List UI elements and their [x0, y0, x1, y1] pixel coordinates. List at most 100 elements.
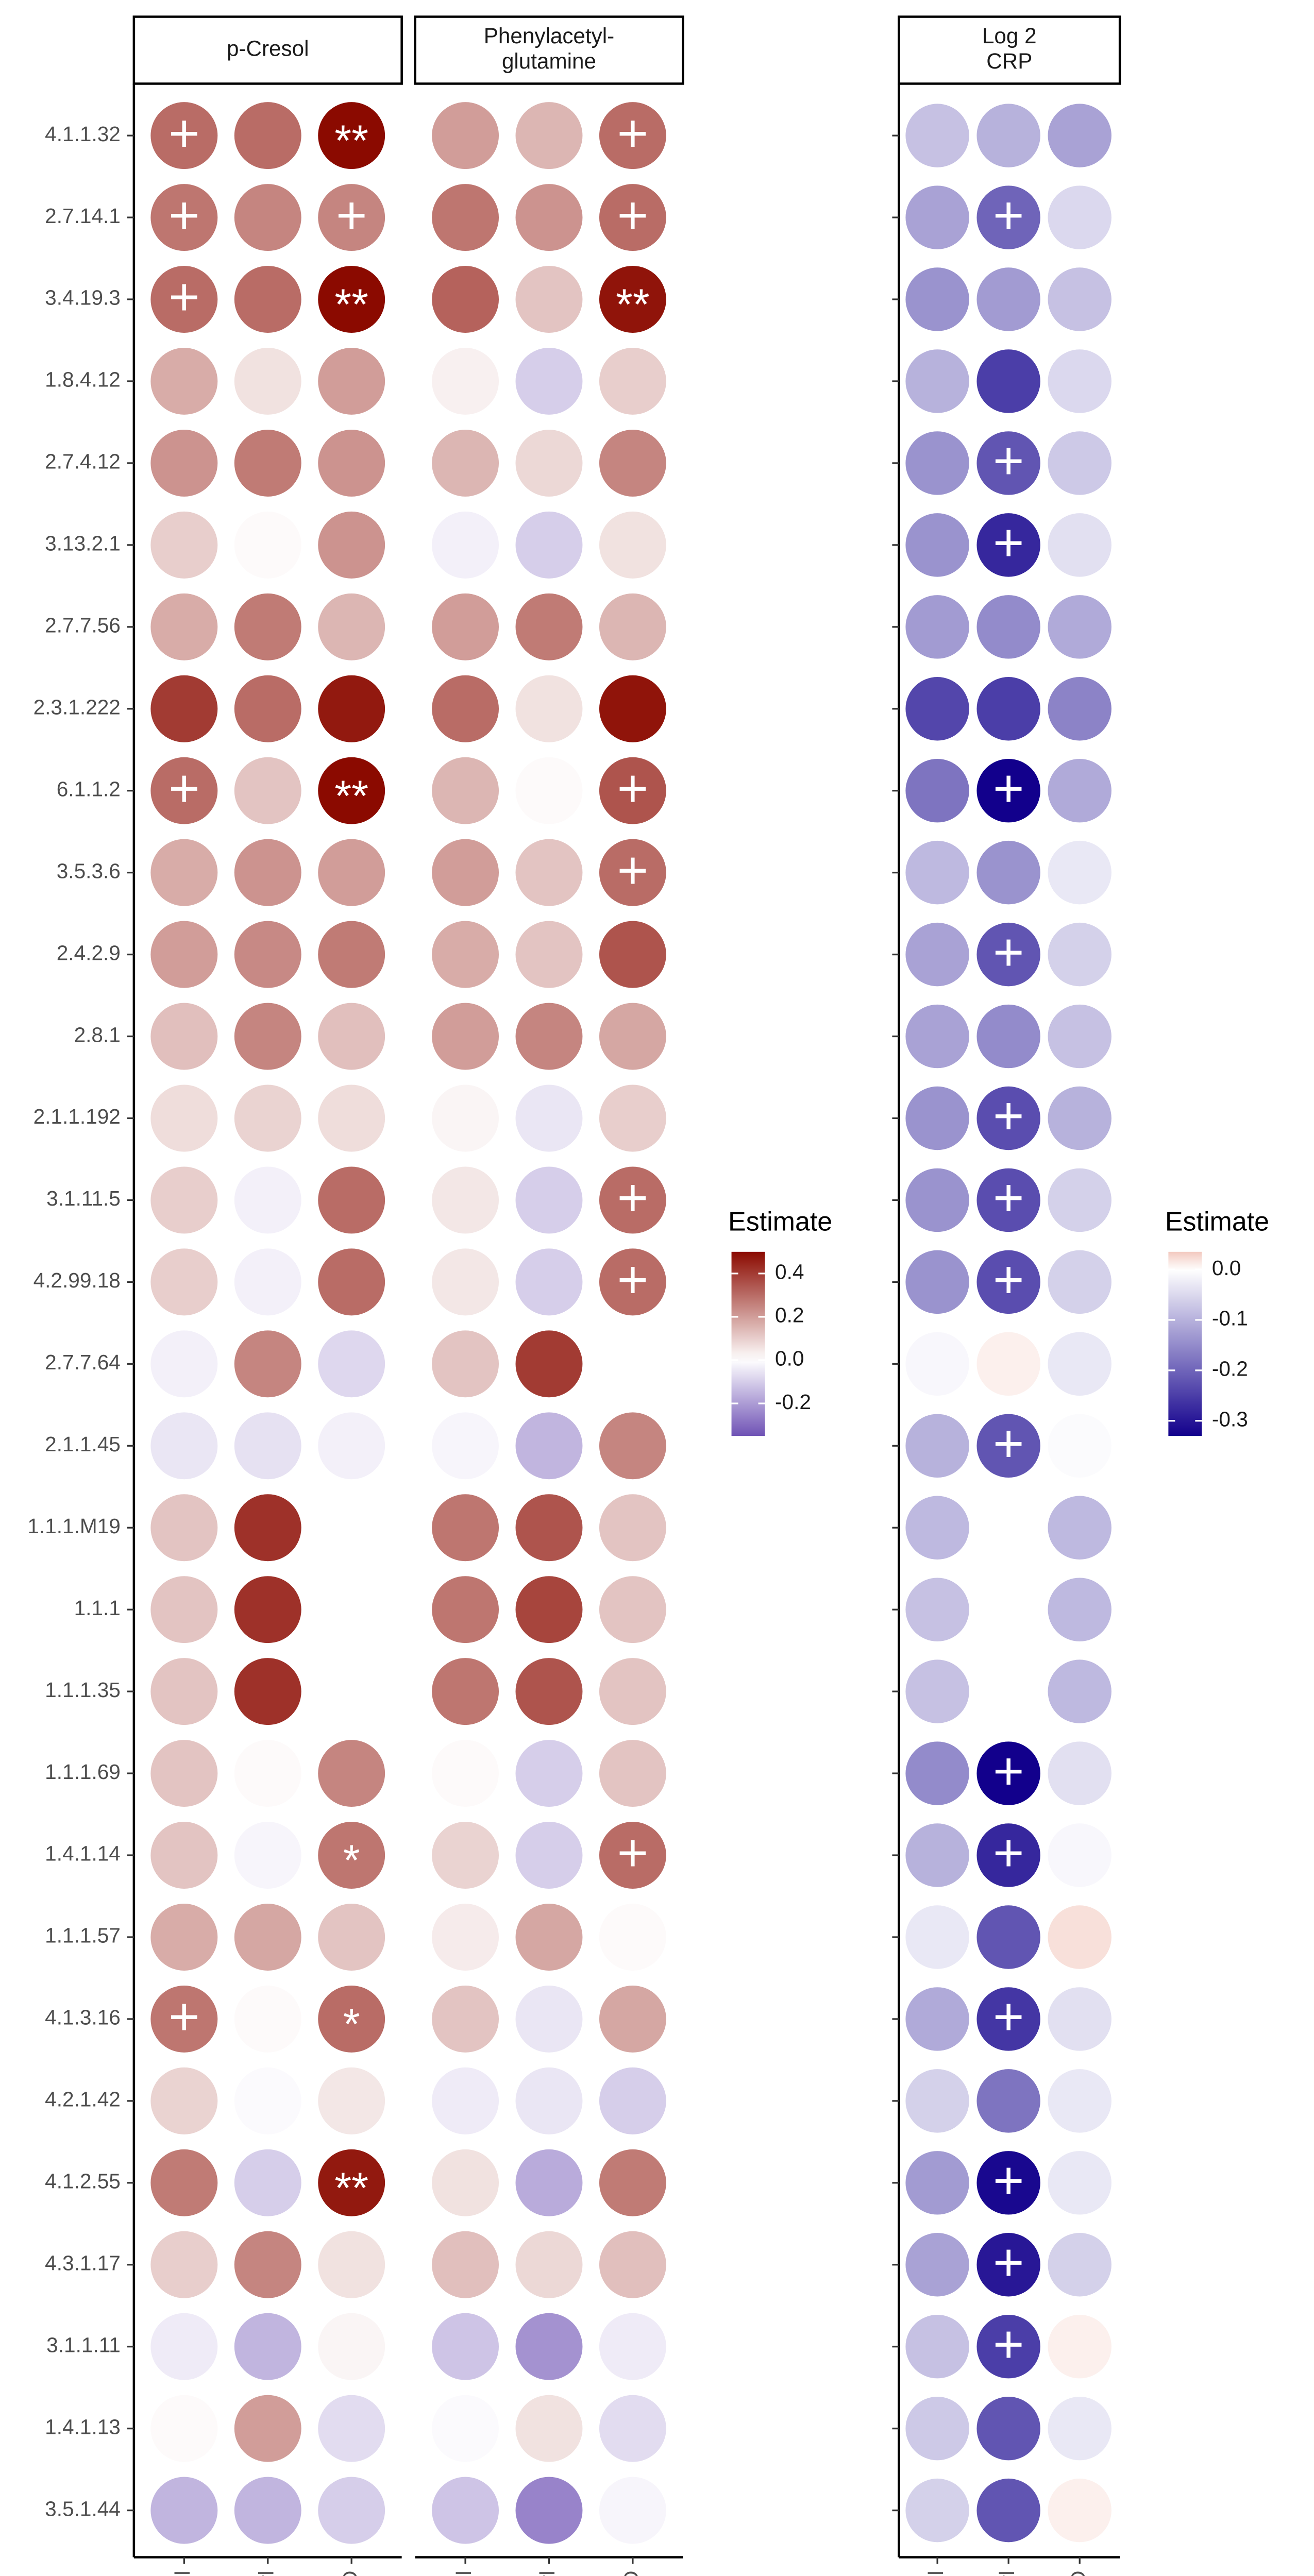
dot	[432, 1494, 499, 1562]
x-tick-label: All	[452, 2571, 476, 2576]
dot	[1048, 2233, 1111, 2297]
dot	[150, 1740, 218, 1807]
dot	[432, 347, 499, 415]
dot	[432, 675, 499, 742]
panel-title: glutamine	[502, 49, 596, 73]
y-tick-label: 2.1.1.45	[45, 1432, 121, 1456]
dot	[432, 2231, 499, 2298]
dot	[976, 349, 1040, 413]
dot	[150, 266, 218, 333]
dot	[905, 1332, 969, 1396]
dot	[599, 1494, 666, 1562]
dot	[234, 1003, 301, 1070]
dot	[976, 513, 1040, 577]
dot	[905, 595, 969, 659]
dot	[1048, 1086, 1111, 1150]
panel-header	[132, 15, 403, 85]
dot	[905, 1659, 969, 1723]
significance-label: +	[169, 267, 200, 327]
dot	[976, 1414, 1040, 1478]
dot	[432, 1576, 499, 1643]
dot	[976, 595, 1040, 659]
dot	[1048, 1987, 1111, 2051]
panel-title: p-Cresol	[227, 37, 309, 61]
dot	[905, 2069, 969, 2133]
dot	[1048, 1004, 1111, 1069]
dot	[515, 102, 583, 170]
dot	[1048, 513, 1111, 577]
dot	[515, 1330, 583, 1398]
dot	[905, 758, 969, 823]
dot	[976, 267, 1040, 331]
dot	[905, 1250, 969, 1314]
dot	[150, 2477, 218, 2544]
dot	[432, 1084, 499, 1152]
dot	[150, 1084, 218, 1152]
dot	[150, 429, 218, 497]
y-tick-label: 4.2.1.42	[45, 2088, 121, 2111]
significance-label: **	[334, 280, 368, 329]
dot	[599, 2313, 666, 2380]
significance-label: +	[993, 2151, 1024, 2211]
dot	[432, 921, 499, 988]
dot	[976, 1905, 1040, 1969]
legend-tick-label: -0.2	[775, 1390, 811, 1414]
y-tick-label: 1.1.1.35	[45, 1678, 121, 1702]
dot	[976, 1004, 1040, 1069]
legend-tick-label: 0.4	[775, 1260, 804, 1284]
dot	[432, 839, 499, 906]
dot	[234, 675, 301, 742]
dot	[150, 593, 218, 660]
dot	[905, 2478, 969, 2543]
dot	[1048, 595, 1111, 659]
x-tick-label: All	[171, 2571, 194, 2576]
dot	[234, 593, 301, 660]
dot	[150, 1003, 218, 1070]
dot	[318, 1740, 385, 1807]
y-tick-label: 3.5.1.44	[45, 2497, 121, 2520]
y-tick-label: 4.1.1.32	[45, 122, 121, 146]
y-tick-label: 4.2.99.18	[33, 1268, 121, 1292]
y-tick-label: 1.1.1.57	[45, 1924, 121, 1947]
dot	[976, 185, 1040, 249]
dot	[905, 1496, 969, 1560]
dot	[432, 1740, 499, 1807]
significance-label: +	[617, 104, 649, 163]
dot	[515, 2477, 583, 2544]
significance-label: +	[993, 2232, 1024, 2292]
dot	[150, 2067, 218, 2134]
dot	[905, 1823, 969, 1887]
dot	[1048, 1905, 1111, 1969]
dot	[905, 185, 969, 249]
dot	[976, 1823, 1040, 1887]
significance-label: +	[617, 840, 649, 900]
panel-title: Log 2	[982, 24, 1037, 48]
dot	[599, 593, 666, 660]
dot	[150, 1985, 218, 2053]
dot	[150, 347, 218, 415]
significance-label: +	[993, 1741, 1024, 1801]
y-tick-label: 1.1.1.M19	[27, 1514, 121, 1538]
dot	[599, 2231, 666, 2298]
dot	[318, 921, 385, 988]
dot	[1048, 2396, 1111, 2461]
dot	[150, 839, 218, 906]
dot	[515, 1904, 583, 1971]
dot	[515, 1003, 583, 1070]
dot	[318, 593, 385, 660]
significance-label: +	[993, 1250, 1024, 1310]
dot	[318, 511, 385, 579]
significance-label: +	[993, 513, 1024, 573]
dot	[318, 2477, 385, 2544]
dot	[905, 1741, 969, 1805]
dot	[318, 266, 385, 333]
dot	[976, 1741, 1040, 1805]
dot	[234, 1412, 301, 1480]
dot	[905, 431, 969, 495]
dot	[976, 2151, 1040, 2215]
dot	[599, 1166, 666, 1234]
x-tick-label: Ctrl	[535, 2571, 559, 2576]
dot	[318, 2149, 385, 2216]
dot	[150, 675, 218, 742]
y-tick-label: 1.1.1	[74, 1596, 121, 1620]
